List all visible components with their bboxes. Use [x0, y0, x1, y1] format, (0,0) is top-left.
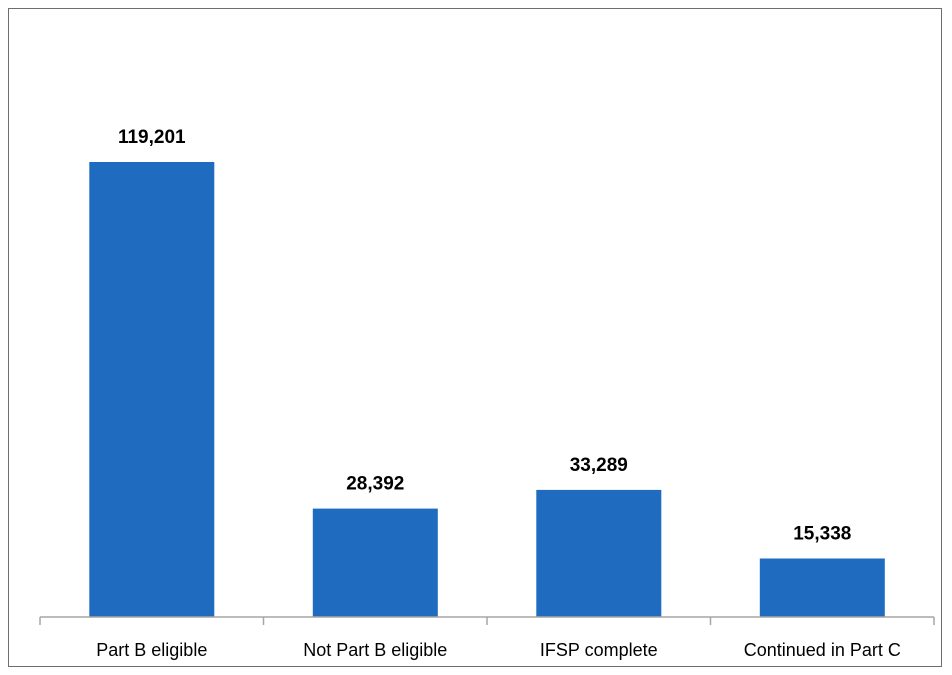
- x-axis: [39, 616, 935, 625]
- bar-4: [759, 558, 885, 617]
- category-labels-group: Part B eligible Not Part B eligible IFSP c…: [96, 640, 901, 660]
- bar-2: [312, 508, 438, 617]
- category-label-2: Not Part B eligible: [303, 640, 447, 660]
- data-label-2: 28,392: [346, 474, 404, 495]
- data-label-1: 119,201: [118, 127, 186, 148]
- bar-3: [536, 489, 662, 617]
- category-label-4: Continued in Part C: [744, 640, 901, 660]
- data-label-4: 15,338: [793, 524, 851, 545]
- category-label-1: Part B eligible: [96, 640, 207, 660]
- bars-group: [89, 162, 885, 617]
- value-labels-group: 119,201 28,392 33,289 15,338: [118, 127, 851, 545]
- bar-1: [89, 162, 215, 617]
- category-label-3: IFSP complete: [540, 640, 658, 660]
- data-label-3: 33,289: [570, 455, 628, 476]
